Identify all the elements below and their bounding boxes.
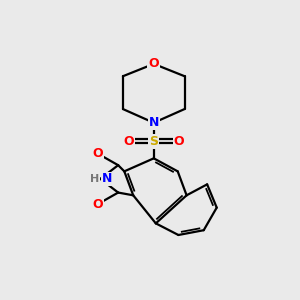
Text: O: O <box>148 57 159 70</box>
Text: O: O <box>123 135 134 148</box>
Text: N: N <box>148 116 159 129</box>
Text: S: S <box>149 135 158 148</box>
Text: O: O <box>92 147 103 160</box>
Text: O: O <box>92 198 103 211</box>
Text: H: H <box>90 174 99 184</box>
Text: O: O <box>174 135 184 148</box>
Text: N: N <box>102 172 112 185</box>
